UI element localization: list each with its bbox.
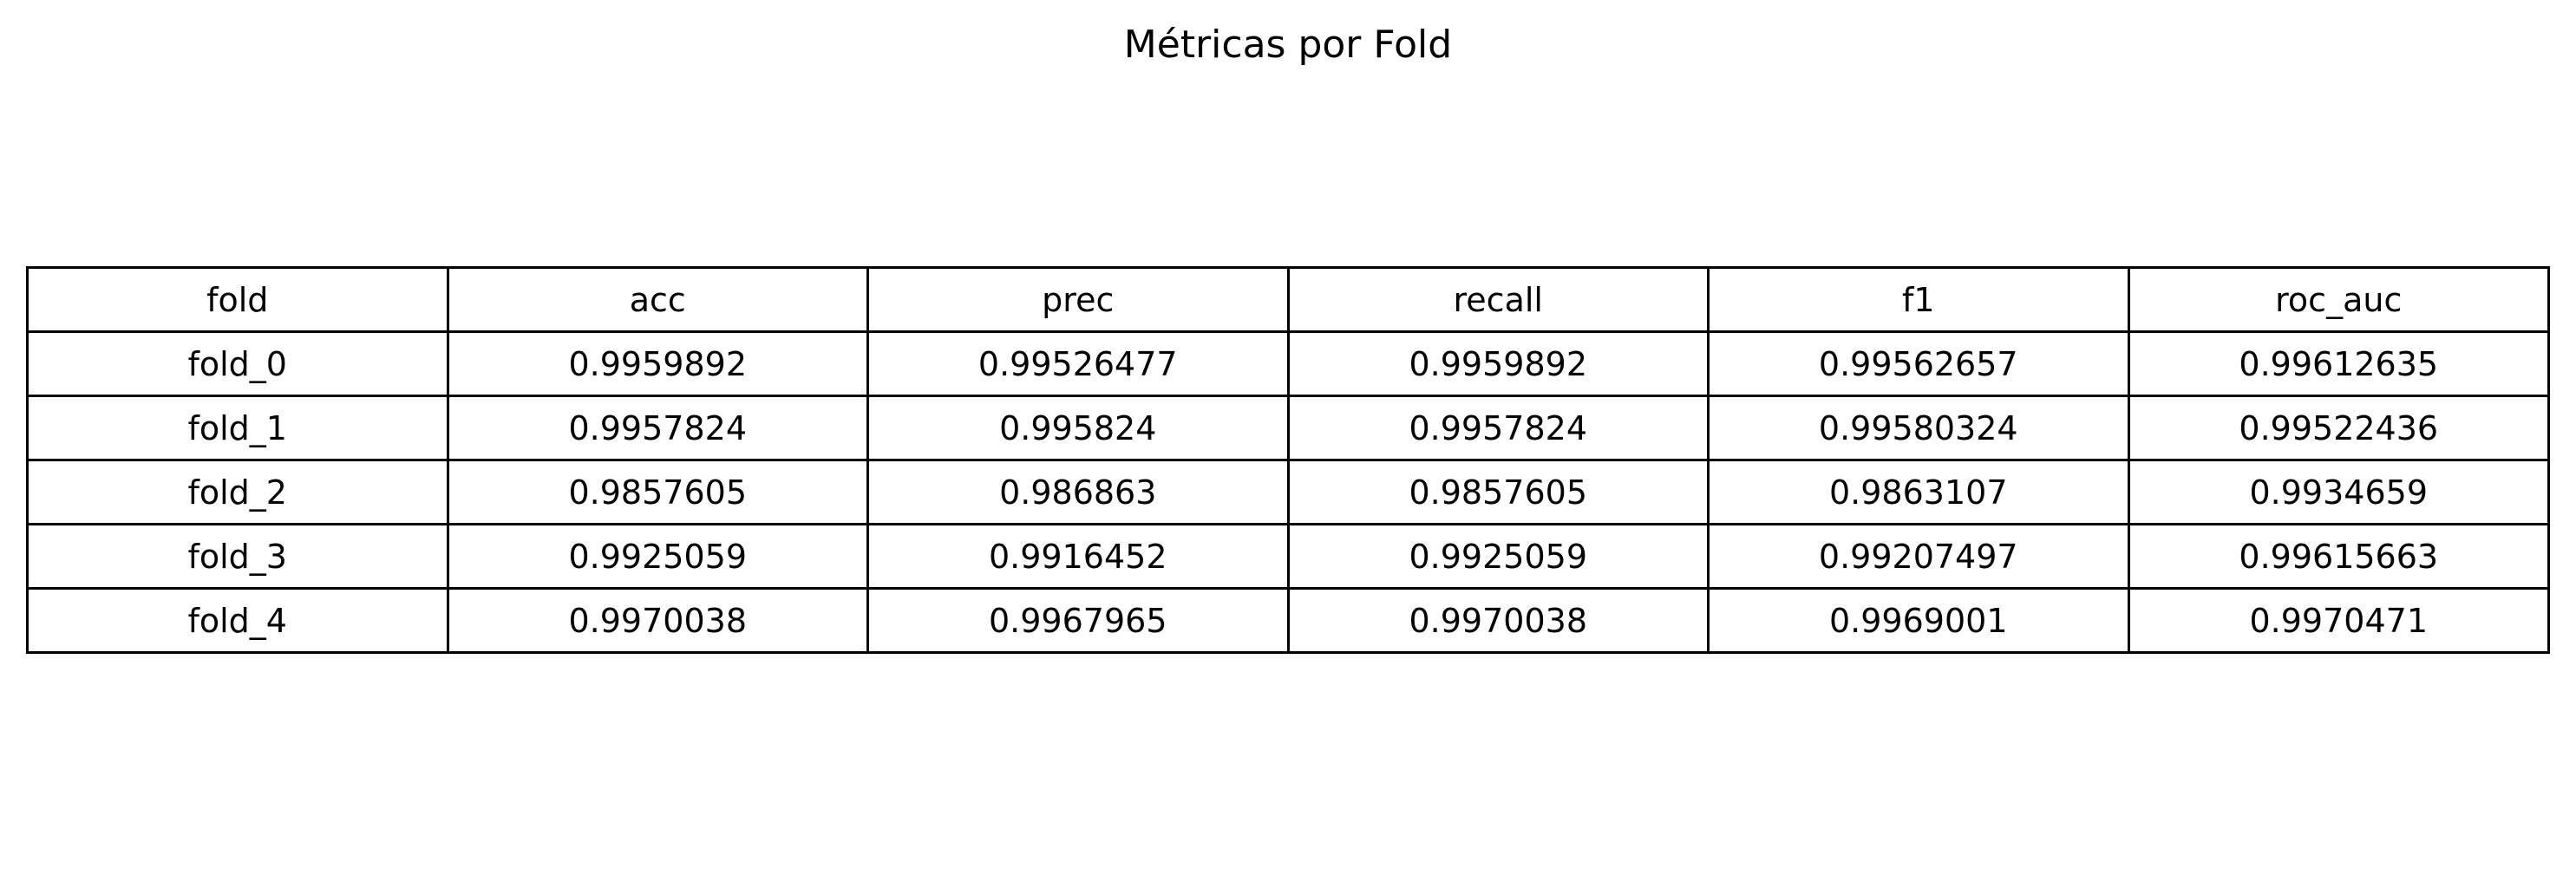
header-cell-recall: recall	[1286, 266, 1710, 333]
table-row: fold_2 0.9857605 0.986863 0.9857605 0.98…	[26, 459, 2550, 525]
table-cell-fold: fold_0	[26, 330, 449, 397]
header-cell-roc-auc: roc_auc	[2127, 266, 2550, 333]
table-cell-acc: 0.9959892	[446, 330, 869, 397]
table-row: fold_4 0.9970038 0.9967965 0.9970038 0.9…	[26, 587, 2550, 654]
table-row: fold_1 0.9957824 0.995824 0.9957824 0.99…	[26, 395, 2550, 461]
table-cell-recall: 0.9970038	[1286, 587, 1710, 654]
table-row: fold_0 0.9959892 0.99526477 0.9959892 0.…	[26, 330, 2550, 397]
table-cell-prec: 0.995824	[866, 395, 1290, 461]
table-cell-prec: 0.986863	[866, 459, 1290, 525]
table-cell-f1: 0.9969001	[1707, 587, 2130, 654]
table-cell-acc: 0.9857605	[446, 459, 869, 525]
table-cell-acc: 0.9957824	[446, 395, 869, 461]
metrics-table: fold acc prec recall f1 roc_auc fold_0 0…	[26, 266, 2550, 654]
table-row: fold_3 0.9925059 0.9916452 0.9925059 0.9…	[26, 523, 2550, 590]
table-cell-roc-auc: 0.99612635	[2127, 330, 2550, 397]
table-cell-roc-auc: 0.9934659	[2127, 459, 2550, 525]
table-cell-roc-auc: 0.99615663	[2127, 523, 2550, 590]
table-cell-roc-auc: 0.99522436	[2127, 395, 2550, 461]
table-cell-prec: 0.99526477	[866, 330, 1290, 397]
table-cell-roc-auc: 0.9970471	[2127, 587, 2550, 654]
table-cell-f1: 0.99580324	[1707, 395, 2130, 461]
chart-title: Métricas por Fold	[1123, 23, 1453, 67]
table-cell-f1: 0.9863107	[1707, 459, 2130, 525]
table-cell-fold: fold_2	[26, 459, 449, 525]
header-cell-prec: prec	[866, 266, 1290, 333]
header-cell-fold: fold	[26, 266, 449, 333]
table-cell-acc: 0.9925059	[446, 523, 869, 590]
table-cell-fold: fold_3	[26, 523, 449, 590]
table-cell-recall: 0.9925059	[1286, 523, 1710, 590]
table-cell-fold: fold_1	[26, 395, 449, 461]
table-cell-fold: fold_4	[26, 587, 449, 654]
table-cell-prec: 0.9916452	[866, 523, 1290, 590]
table-cell-acc: 0.9970038	[446, 587, 869, 654]
table-cell-recall: 0.9957824	[1286, 395, 1710, 461]
table-cell-f1: 0.99562657	[1707, 330, 2130, 397]
header-cell-acc: acc	[446, 266, 869, 333]
table-cell-prec: 0.9967965	[866, 587, 1290, 654]
header-cell-f1: f1	[1707, 266, 2130, 333]
header-row: fold acc prec recall f1 roc_auc	[26, 266, 2550, 333]
table-cell-f1: 0.99207497	[1707, 523, 2130, 590]
table-cell-recall: 0.9857605	[1286, 459, 1710, 525]
table-cell-recall: 0.9959892	[1286, 330, 1710, 397]
